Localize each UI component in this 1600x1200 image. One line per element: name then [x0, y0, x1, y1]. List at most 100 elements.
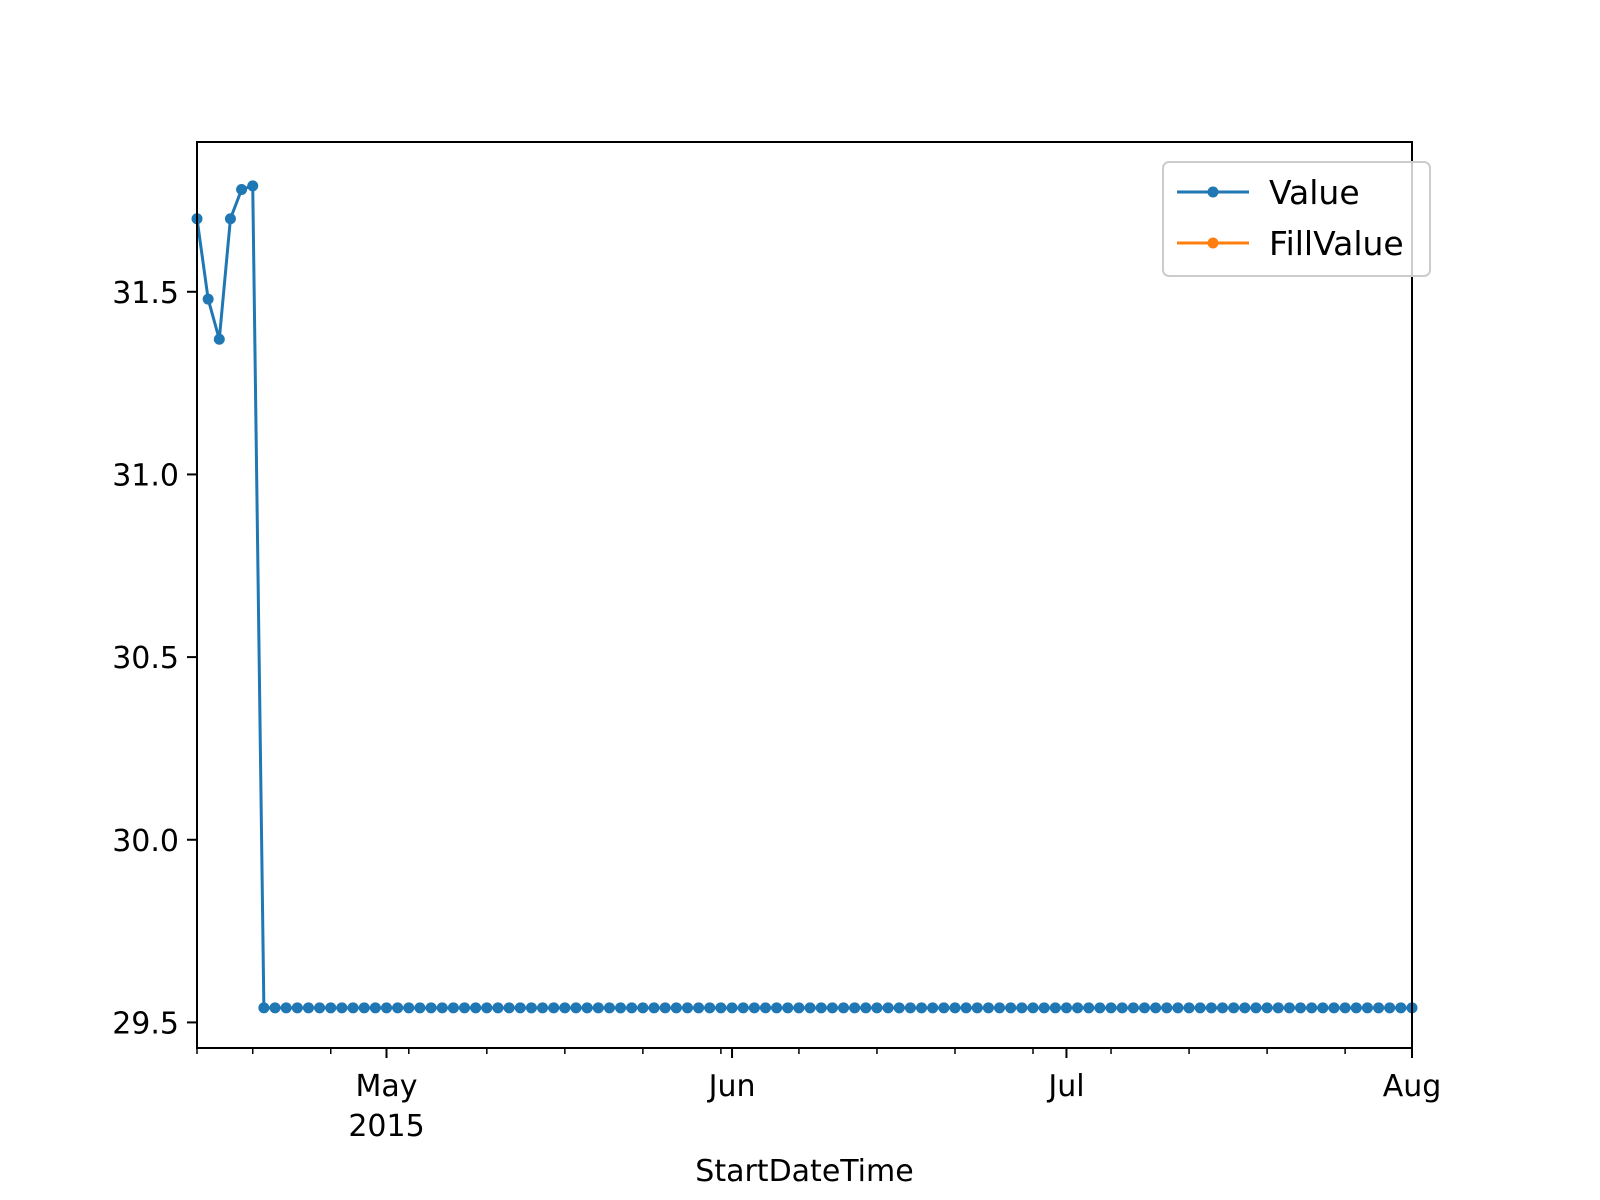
y-tick-label: 31.0 — [112, 458, 179, 493]
data-point — [1005, 1002, 1017, 1014]
data-point — [860, 1002, 872, 1014]
data-point — [1060, 1002, 1072, 1014]
data-point — [570, 1002, 582, 1014]
data-point — [1306, 1002, 1318, 1014]
data-point — [280, 1002, 292, 1014]
data-point — [782, 1002, 794, 1014]
data-point — [626, 1002, 638, 1014]
data-point — [581, 1002, 593, 1014]
data-point — [748, 1002, 760, 1014]
data-point — [425, 1002, 437, 1014]
data-point — [1228, 1002, 1240, 1014]
data-point — [804, 1002, 816, 1014]
data-point — [882, 1002, 894, 1014]
data-point — [1317, 1002, 1329, 1014]
data-point — [1016, 1002, 1028, 1014]
data-point — [1239, 1002, 1251, 1014]
data-point — [436, 1002, 448, 1014]
x-tick-sublabel: 2015 — [348, 1109, 424, 1144]
data-point — [1072, 1002, 1084, 1014]
data-point — [514, 1002, 526, 1014]
data-point — [1373, 1002, 1385, 1014]
data-point — [871, 1002, 883, 1014]
data-point — [592, 1002, 604, 1014]
data-point — [960, 1002, 972, 1014]
data-point — [1049, 1002, 1061, 1014]
y-tick-label: 30.0 — [112, 824, 179, 859]
data-point — [1339, 1002, 1351, 1014]
data-point — [704, 1002, 716, 1014]
data-point — [325, 1002, 337, 1014]
data-point — [269, 1002, 281, 1014]
data-point — [838, 1002, 850, 1014]
data-point — [559, 1002, 571, 1014]
y-tick-label: 30.5 — [112, 641, 179, 676]
data-point — [681, 1002, 693, 1014]
data-point — [637, 1002, 649, 1014]
data-point — [693, 1002, 705, 1014]
data-point — [715, 1002, 727, 1014]
data-point — [492, 1002, 504, 1014]
data-point — [347, 1002, 359, 1014]
legend-label: FillValue — [1269, 224, 1404, 263]
data-point — [826, 1002, 838, 1014]
data-point — [302, 1002, 314, 1014]
data-point — [247, 180, 259, 192]
data-point — [392, 1002, 404, 1014]
data-point — [1350, 1002, 1362, 1014]
x-axis: May 2015 Jun Jul Aug — [196, 1048, 1441, 1144]
x-axis-title: StartDateTime — [695, 1154, 913, 1189]
data-point — [904, 1002, 916, 1014]
data-point — [1150, 1002, 1162, 1014]
data-point — [603, 1002, 615, 1014]
data-point — [815, 1002, 827, 1014]
y-axis: 29.5 30.0 30.5 31.0 31.5 — [112, 276, 197, 1041]
data-point — [470, 1002, 482, 1014]
data-point — [1183, 1002, 1195, 1014]
data-point — [726, 1002, 738, 1014]
x-tick-label: Jun — [707, 1069, 756, 1104]
data-point — [1172, 1002, 1184, 1014]
data-point — [414, 1002, 426, 1014]
data-point — [1105, 1002, 1117, 1014]
data-point — [481, 1002, 493, 1014]
x-tick-label: Jul — [1046, 1069, 1084, 1104]
data-point — [236, 183, 248, 195]
data-point — [202, 293, 214, 305]
data-point — [670, 1002, 682, 1014]
data-point — [1250, 1002, 1262, 1014]
legend-label: Value — [1269, 173, 1360, 212]
data-point — [648, 1002, 660, 1014]
data-point — [1194, 1002, 1206, 1014]
data-point — [258, 1002, 270, 1014]
data-point — [291, 1002, 303, 1014]
data-point — [1138, 1002, 1150, 1014]
data-point — [1161, 1002, 1173, 1014]
data-point — [403, 1002, 415, 1014]
legend-swatch-marker — [1207, 186, 1219, 198]
data-point — [503, 1002, 515, 1014]
data-point — [1261, 1002, 1273, 1014]
data-point — [548, 1002, 560, 1014]
data-point — [447, 1002, 459, 1014]
y-tick-label: 29.5 — [112, 1006, 179, 1041]
data-point — [938, 1002, 950, 1014]
data-point — [916, 1002, 928, 1014]
x-tick-label: May — [355, 1069, 417, 1104]
data-point — [1328, 1002, 1340, 1014]
data-point — [213, 333, 225, 345]
data-point — [893, 1002, 905, 1014]
data-point — [737, 1002, 749, 1014]
data-point — [759, 1002, 771, 1014]
data-point — [1395, 1002, 1407, 1014]
y-tick-label: 31.5 — [112, 276, 179, 311]
data-point — [1094, 1002, 1106, 1014]
plot-area — [191, 180, 1418, 1014]
data-point — [1083, 1002, 1095, 1014]
data-point — [971, 1002, 983, 1014]
data-point — [1205, 1002, 1217, 1014]
data-point — [793, 1002, 805, 1014]
data-point — [1295, 1002, 1307, 1014]
data-point — [358, 1002, 370, 1014]
